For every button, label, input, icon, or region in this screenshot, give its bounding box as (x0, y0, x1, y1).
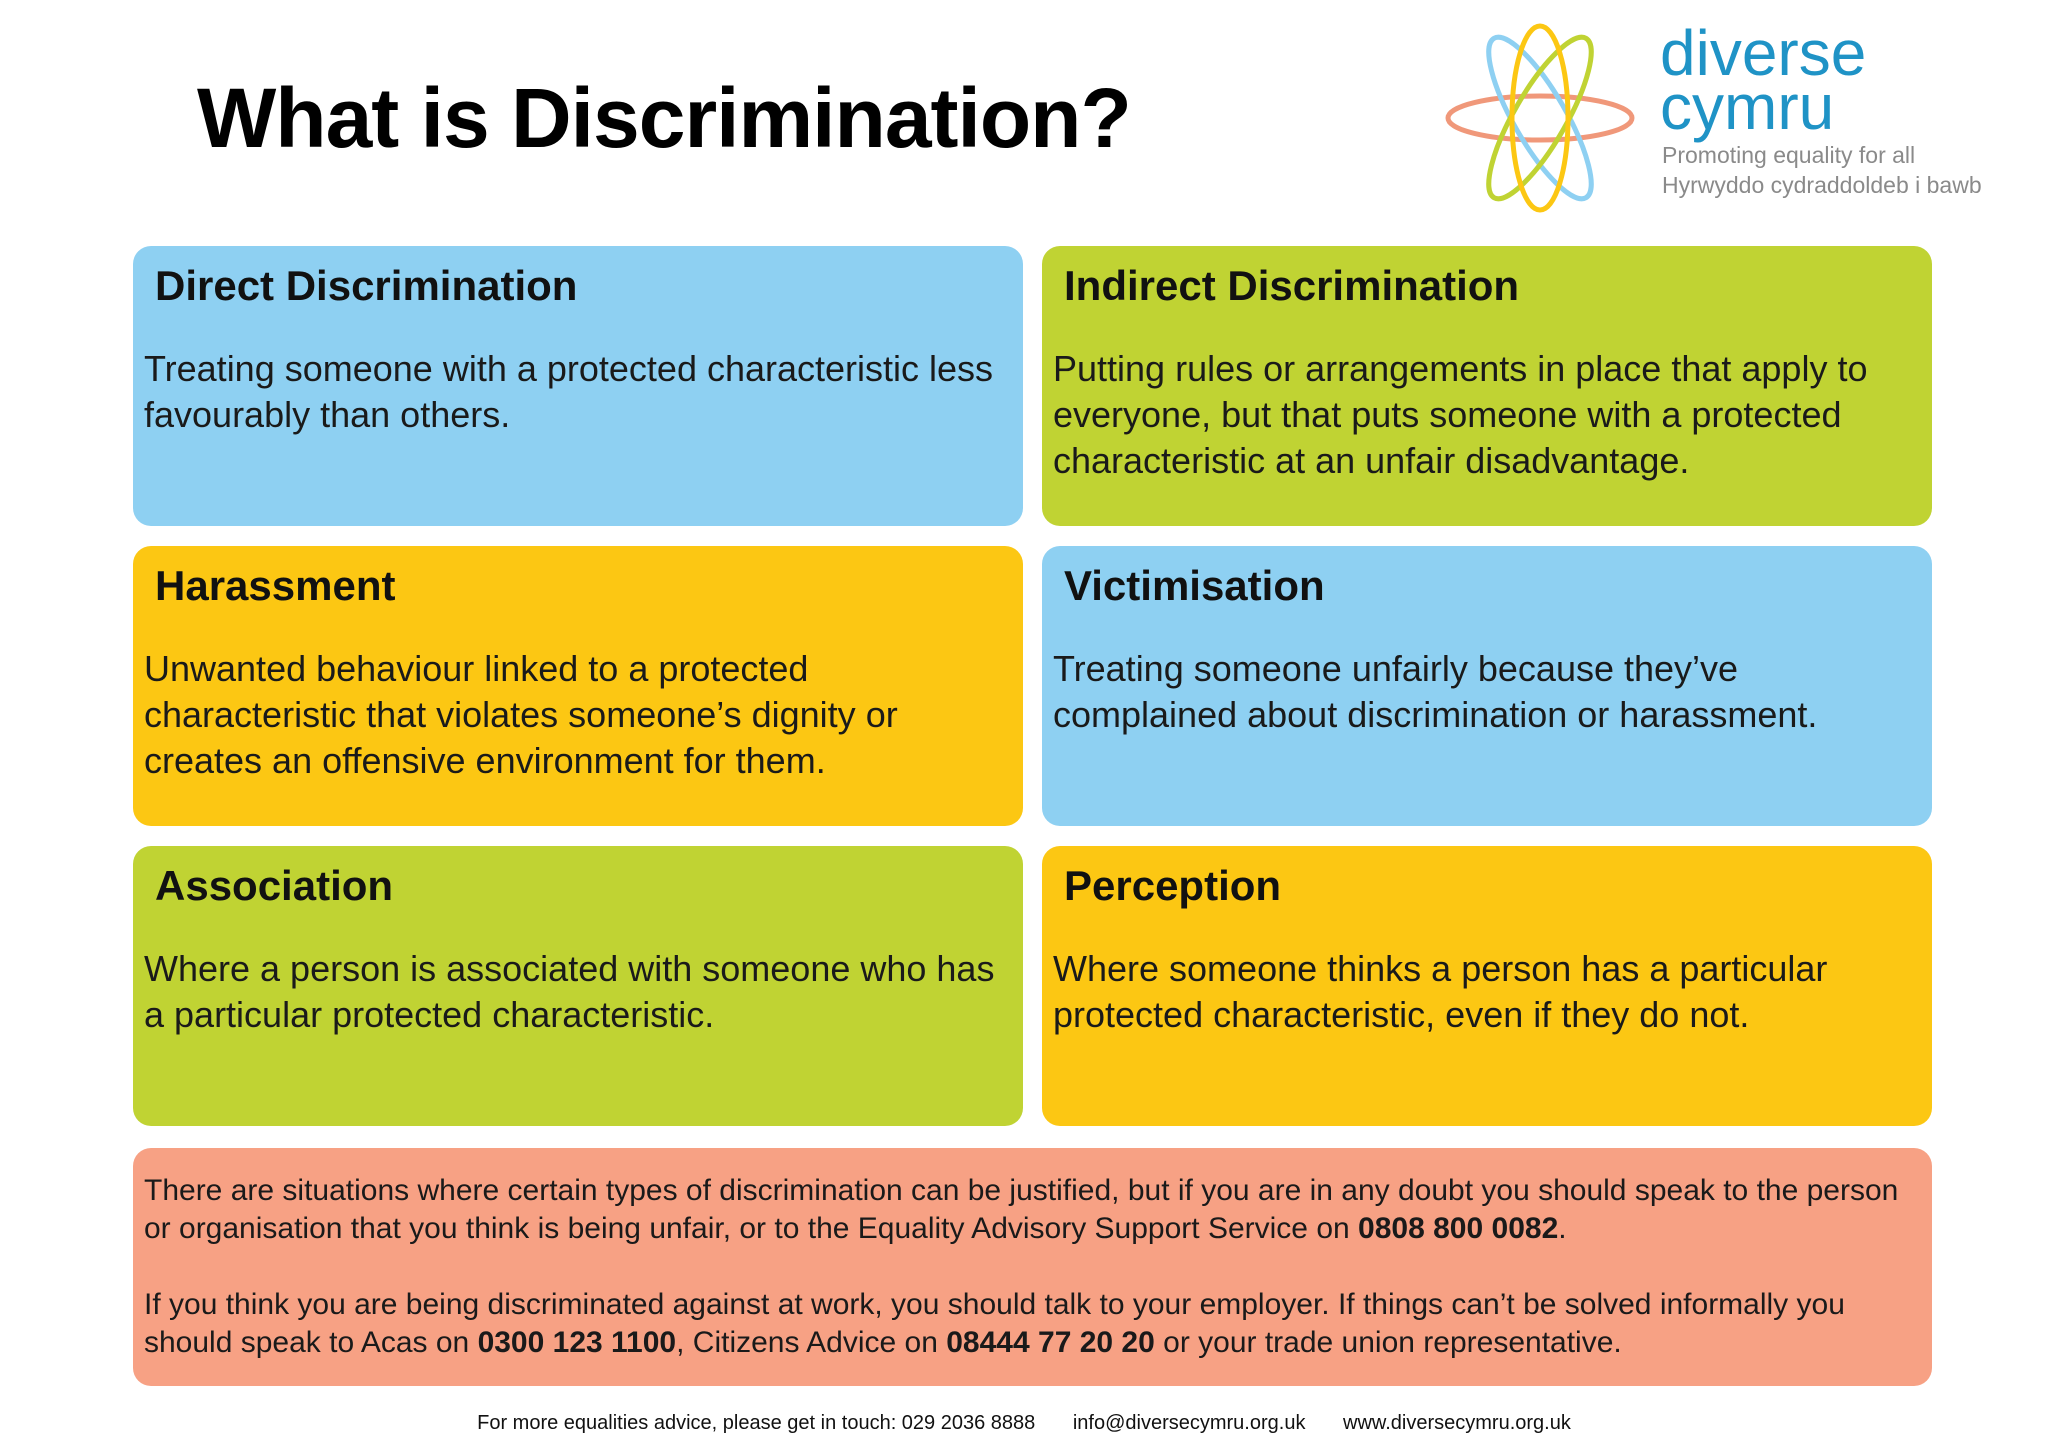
card-heading: Perception (1064, 862, 1282, 909)
footer-email-link[interactable]: info@diversecymru.org.uk (1072, 1412, 1306, 1434)
logo-wordmark: diverse cymru (1660, 17, 1867, 143)
footer-website-link[interactable]: www.diversecymru.org.uk (1343, 1412, 1571, 1434)
logo-tagline-welsh: Hyrwyddo cydraddoldeb i bawb (1662, 172, 1982, 198)
card-heading: Association (155, 862, 394, 909)
note-text: If you think you are being discriminated… (144, 1288, 1845, 1359)
logo-name-line1: diverse (1660, 17, 1867, 89)
note-text: , Citizens Advice on (676, 1326, 947, 1359)
card-direct-discrimination: Direct Discrimination Treating someone w… (133, 246, 1023, 526)
acas-phone-number: 0300 123 1100 (477, 1326, 677, 1359)
card-harassment: Harassment Unwanted behaviour linked to … (133, 546, 1023, 826)
footer: For more equalities advice, please get i… (0, 1412, 2048, 1435)
footer-advice-phone: For more equalities advice, please get i… (477, 1412, 1036, 1434)
card-body: Where a person is associated with someon… (144, 948, 995, 1035)
card-association: Association Where a person is associated… (133, 846, 1023, 1126)
eass-phone-number: 0808 800 0082 (1358, 1212, 1559, 1245)
card-heading: Indirect Discrimination (1064, 262, 1520, 309)
card-heading: Victimisation (1064, 562, 1325, 609)
card-heading: Harassment (155, 562, 396, 609)
card-body: Treating someone unfairly because they’v… (1053, 648, 1818, 735)
card-indirect-discrimination: Indirect Discrimination Putting rules or… (1042, 246, 1932, 526)
citizens-advice-phone-number: 08444 77 20 20 (946, 1326, 1155, 1359)
card-body: Putting rules or arrangements in place t… (1053, 348, 1868, 481)
card-victimisation: Victimisation Treating someone unfairly … (1042, 546, 1932, 826)
note-paragraph-2: If you think you are being discriminated… (144, 1286, 1918, 1362)
card-body: Unwanted behaviour linked to a protected… (144, 648, 898, 781)
atom-logo-icon (1445, 23, 1635, 213)
note-text: or your trade union representative. (1154, 1326, 1622, 1359)
note-text: . (1558, 1212, 1567, 1245)
card-perception: Perception Where someone thinks a person… (1042, 846, 1932, 1126)
card-body: Where someone thinks a person has a part… (1053, 948, 1828, 1035)
page-title: What is Discrimination? (197, 71, 1132, 165)
advice-note: There are situations where certain types… (133, 1148, 1932, 1386)
logo-name-line2: cymru (1660, 71, 1835, 143)
card-heading: Direct Discrimination (155, 262, 578, 309)
diverse-cymru-logo: diverse cymru Promoting equality for all… (1440, 18, 2040, 218)
note-paragraph-1: There are situations where certain types… (144, 1172, 1918, 1248)
logo-tagline-english: Promoting equality for all (1662, 142, 1916, 168)
card-body: Treating someone with a protected charac… (144, 348, 994, 435)
note-text: There are situations where certain types… (144, 1174, 1899, 1245)
